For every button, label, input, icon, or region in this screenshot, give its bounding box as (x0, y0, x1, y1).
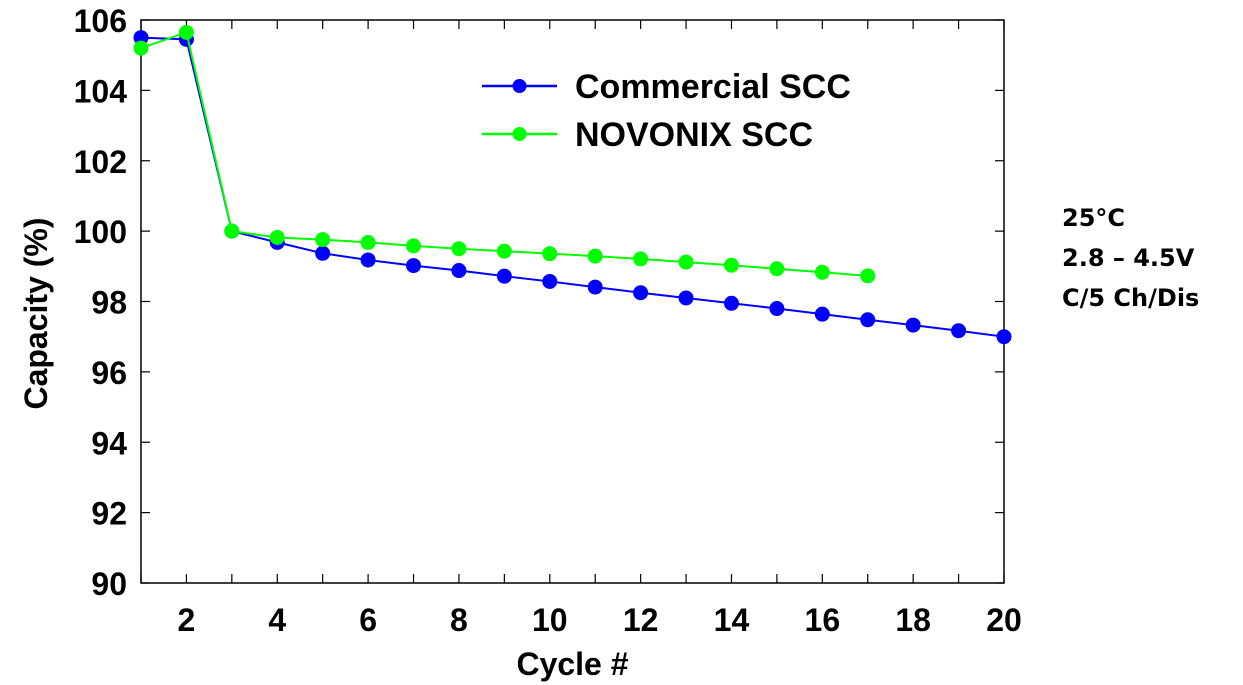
series-novonix-scc (133, 24, 876, 284)
tick-labels: 2 4 6 8 10 12 14 16 18 20 90 92 94 96 98 100 102 104 106 (74, 3, 1022, 638)
data-point (315, 232, 331, 248)
data-point (542, 246, 558, 262)
data-point (814, 264, 830, 280)
plot-border (140, 19, 1005, 584)
series-layer (133, 24, 1012, 345)
data-point (224, 223, 240, 239)
x-tick-label: 16 (805, 602, 841, 638)
data-point (860, 268, 876, 284)
data-point (133, 40, 149, 56)
x-axis-title: Cycle # (516, 646, 628, 682)
temperature-label: 25°C (1062, 204, 1126, 232)
x-tick-label: 2 (178, 602, 196, 638)
y-tick-label: 94 (91, 425, 127, 461)
data-point (587, 248, 603, 264)
data-point (587, 279, 603, 295)
data-point (723, 295, 739, 311)
data-point (269, 229, 285, 245)
x-tick-label: 12 (623, 602, 659, 638)
data-point (496, 243, 512, 259)
y-tick-label: 90 (91, 566, 127, 602)
series-line (140, 36, 1005, 338)
x-tick-label: 6 (359, 602, 377, 638)
data-point (451, 263, 467, 279)
data-point (315, 245, 331, 261)
y-tick-label: 104 (74, 73, 128, 109)
rate-label: C/5 Ch/Dis (1062, 284, 1200, 312)
data-point (769, 301, 785, 317)
data-point (723, 257, 739, 273)
y-tick-label: 106 (74, 3, 127, 39)
data-point (178, 24, 194, 40)
y-tick-label: 92 (91, 496, 127, 532)
data-point (678, 254, 694, 270)
voltage-range-label: 2.8 – 4.5V (1062, 244, 1195, 272)
x-tick-label: 14 (714, 602, 750, 638)
legend-label: Commercial SCC (575, 68, 851, 106)
y-tick-label: 98 (91, 285, 127, 321)
x-tick-label: 8 (450, 602, 468, 638)
legend-label: NOVONIX SCC (575, 116, 813, 154)
plot-frame (140, 19, 1005, 584)
data-point (360, 252, 376, 268)
data-point (406, 238, 422, 254)
data-point (360, 234, 376, 250)
x-tick-label: 18 (895, 602, 931, 638)
x-tick-label: 20 (986, 602, 1022, 638)
data-point (814, 306, 830, 322)
x-tick-label: 4 (268, 602, 286, 638)
data-point (678, 290, 694, 306)
data-point (860, 312, 876, 328)
data-point (633, 251, 649, 267)
data-point (769, 261, 785, 277)
legend-marker (512, 127, 527, 141)
test-conditions: 25°C 2.8 – 4.5V C/5 Ch/Dis (1062, 198, 1199, 318)
y-tick-label: 96 (91, 355, 127, 391)
axis-ticks (140, 19, 1005, 584)
data-point (542, 273, 558, 289)
data-point (406, 258, 422, 274)
y-tick-label: 100 (74, 214, 127, 250)
series-commercial-scc (133, 30, 1012, 345)
legend-marker (512, 79, 527, 93)
data-point (496, 268, 512, 284)
data-point (633, 285, 649, 301)
y-axis-title: Capacity (%) (18, 217, 54, 409)
data-point (996, 329, 1012, 345)
x-tick-label: 10 (532, 602, 568, 638)
legend: Commercial SCC NOVONIX SCC (482, 68, 851, 154)
y-tick-label: 102 (74, 144, 127, 180)
data-point (951, 323, 967, 339)
data-point (451, 241, 467, 257)
data-point (905, 317, 921, 333)
